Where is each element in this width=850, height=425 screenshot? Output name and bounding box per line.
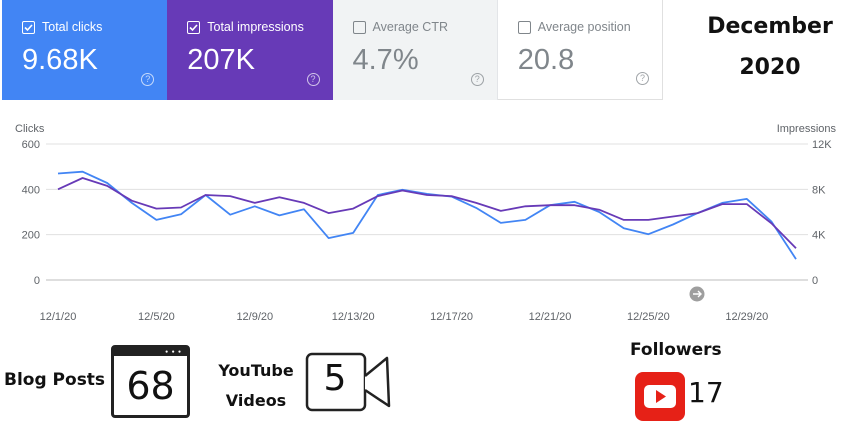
browser-window-icon: ● ● ● 68 <box>111 345 190 418</box>
right-tick-label: 4K <box>812 230 826 242</box>
right-tick-label: 8K <box>812 184 826 196</box>
total-impressions-card[interactable]: Total impressions 207K ? <box>167 0 333 100</box>
youtube-videos-label: YouTube Videos <box>215 356 297 416</box>
left-tick-label: 0 <box>34 275 40 287</box>
total-clicks-card[interactable]: Total clicks 9.68K ? <box>2 0 168 100</box>
card-value: 207K <box>187 44 255 76</box>
youtube-logo-icon <box>635 372 685 421</box>
x-tick-label: 12/1/20 <box>40 311 77 323</box>
help-icon[interactable]: ? <box>141 73 155 86</box>
card-label: Average position <box>537 20 631 34</box>
month-title: December 2020 <box>707 14 833 80</box>
left-tick-label: 600 <box>22 139 40 151</box>
card-value: 20.8 <box>517 44 575 76</box>
x-tick-label: 12/5/20 <box>138 311 175 323</box>
left-tick-label: 200 <box>22 230 40 242</box>
card-label: Average CTR <box>372 20 449 34</box>
right-tick-label: 0 <box>812 275 818 287</box>
performance-chart: Clicks Impressions 600 12K 400 8K 200 4K 0 0 12/1/… <box>15 123 837 323</box>
arrow-right-icon <box>693 290 702 298</box>
help-icon[interactable]: ? <box>306 73 320 86</box>
window-dots-icon: ● ● ● <box>165 349 182 355</box>
x-tick-label: 12/25/20 <box>627 311 670 323</box>
checkbox-unchecked-icon[interactable] <box>352 21 366 34</box>
metric-cards: Total clicks 9.68K ? Total impressions 2… <box>2 0 663 100</box>
followers-count: 17 <box>688 376 724 409</box>
youtube-videos-count: 5 <box>323 358 347 399</box>
right-tick-label: 12K <box>812 139 832 151</box>
x-tick-label: 12/21/20 <box>529 311 572 323</box>
followers-label: Followers <box>630 340 722 360</box>
help-icon[interactable]: ? <box>470 73 484 86</box>
x-tick-label: 12/13/20 <box>332 311 375 323</box>
help-icon[interactable]: ? <box>636 72 649 85</box>
average-ctr-card[interactable]: Average CTR 4.7% ? <box>332 0 498 100</box>
series-line-impressions <box>57 177 797 249</box>
average-position-card[interactable]: Average position 20.8 ? <box>497 0 663 100</box>
card-value: 9.68K <box>22 44 98 76</box>
left-tick-label: 400 <box>22 184 40 196</box>
youtube-label-line1: YouTube <box>218 361 294 380</box>
browser-titlebar: ● ● ● <box>114 348 187 356</box>
x-tick-label: 12/9/20 <box>236 311 273 323</box>
card-label: Total clicks <box>42 20 103 34</box>
x-tick-label: 12/29/20 <box>725 311 768 323</box>
card-label: Total impressions <box>207 20 304 34</box>
x-tick-label: 12/17/20 <box>430 311 473 323</box>
card-value: 4.7% <box>352 44 419 76</box>
checkbox-checked-icon[interactable] <box>22 21 35 34</box>
blog-posts-label: Blog Posts <box>4 370 106 390</box>
blog-posts-count: 68 <box>126 364 175 408</box>
youtube-label-line2: Videos <box>225 391 287 410</box>
left-axis-label: Clicks <box>15 123 45 135</box>
video-camera-icon: 5 <box>305 352 391 412</box>
series-line-clicks <box>57 170 797 260</box>
right-axis-label: Impressions <box>777 123 837 135</box>
checkbox-checked-icon[interactable] <box>187 21 201 34</box>
checkbox-unchecked-icon[interactable] <box>517 21 531 34</box>
